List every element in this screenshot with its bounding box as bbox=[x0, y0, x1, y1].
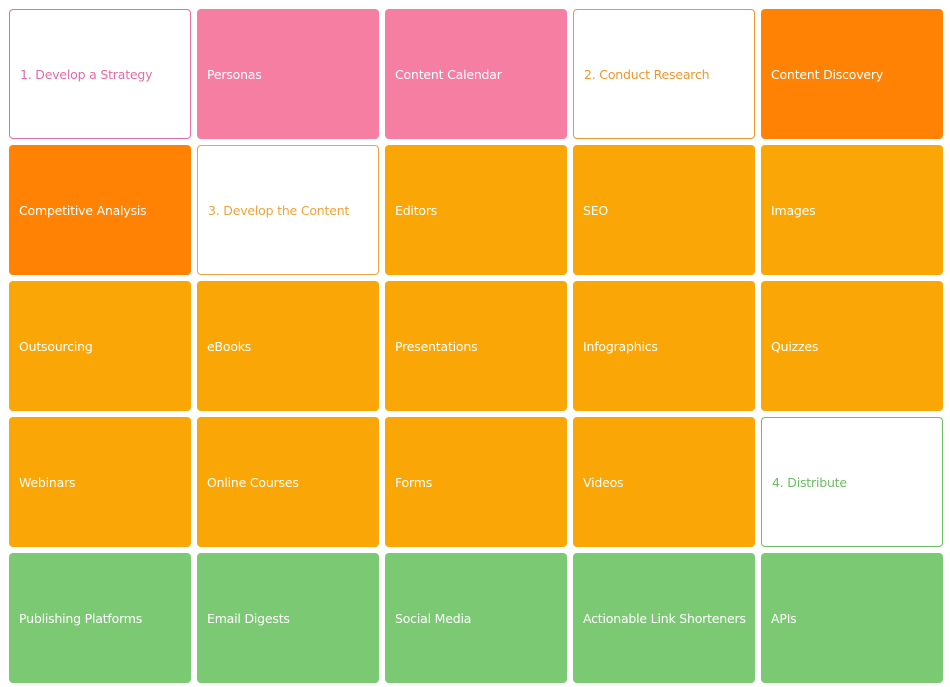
tile[interactable]: Content Discovery bbox=[761, 9, 943, 139]
section-tile[interactable]: 1. Develop a Strategy bbox=[9, 9, 191, 139]
tile[interactable]: SEO bbox=[573, 145, 755, 275]
tile[interactable]: Infographics bbox=[573, 281, 755, 411]
tile[interactable]: eBooks bbox=[197, 281, 379, 411]
tile[interactable]: Images bbox=[761, 145, 943, 275]
tile[interactable]: Videos bbox=[573, 417, 755, 547]
section-tile[interactable]: 3. Develop the Content bbox=[197, 145, 379, 275]
tile[interactable]: Presentations bbox=[385, 281, 567, 411]
tile[interactable]: Webinars bbox=[9, 417, 191, 547]
tile-grid: 1. Develop a Strategy Personas Content C… bbox=[9, 9, 943, 683]
tile[interactable]: Email Digests bbox=[197, 553, 379, 683]
section-tile[interactable]: 2. Conduct Research bbox=[573, 9, 755, 139]
tile[interactable]: Outsourcing bbox=[9, 281, 191, 411]
tile[interactable]: Social Media bbox=[385, 553, 567, 683]
tile[interactable]: Content Calendar bbox=[385, 9, 567, 139]
tile[interactable]: Quizzes bbox=[761, 281, 943, 411]
tile[interactable]: Editors bbox=[385, 145, 567, 275]
tile[interactable]: Personas bbox=[197, 9, 379, 139]
tile[interactable]: Publishing Platforms bbox=[9, 553, 191, 683]
tile[interactable]: APIs bbox=[761, 553, 943, 683]
tile[interactable]: Competitive Analysis bbox=[9, 145, 191, 275]
section-tile[interactable]: 4. Distribute bbox=[761, 417, 943, 547]
tile[interactable]: Online Courses bbox=[197, 417, 379, 547]
tile[interactable]: Forms bbox=[385, 417, 567, 547]
tile[interactable]: Actionable Link Shorteners bbox=[573, 553, 755, 683]
